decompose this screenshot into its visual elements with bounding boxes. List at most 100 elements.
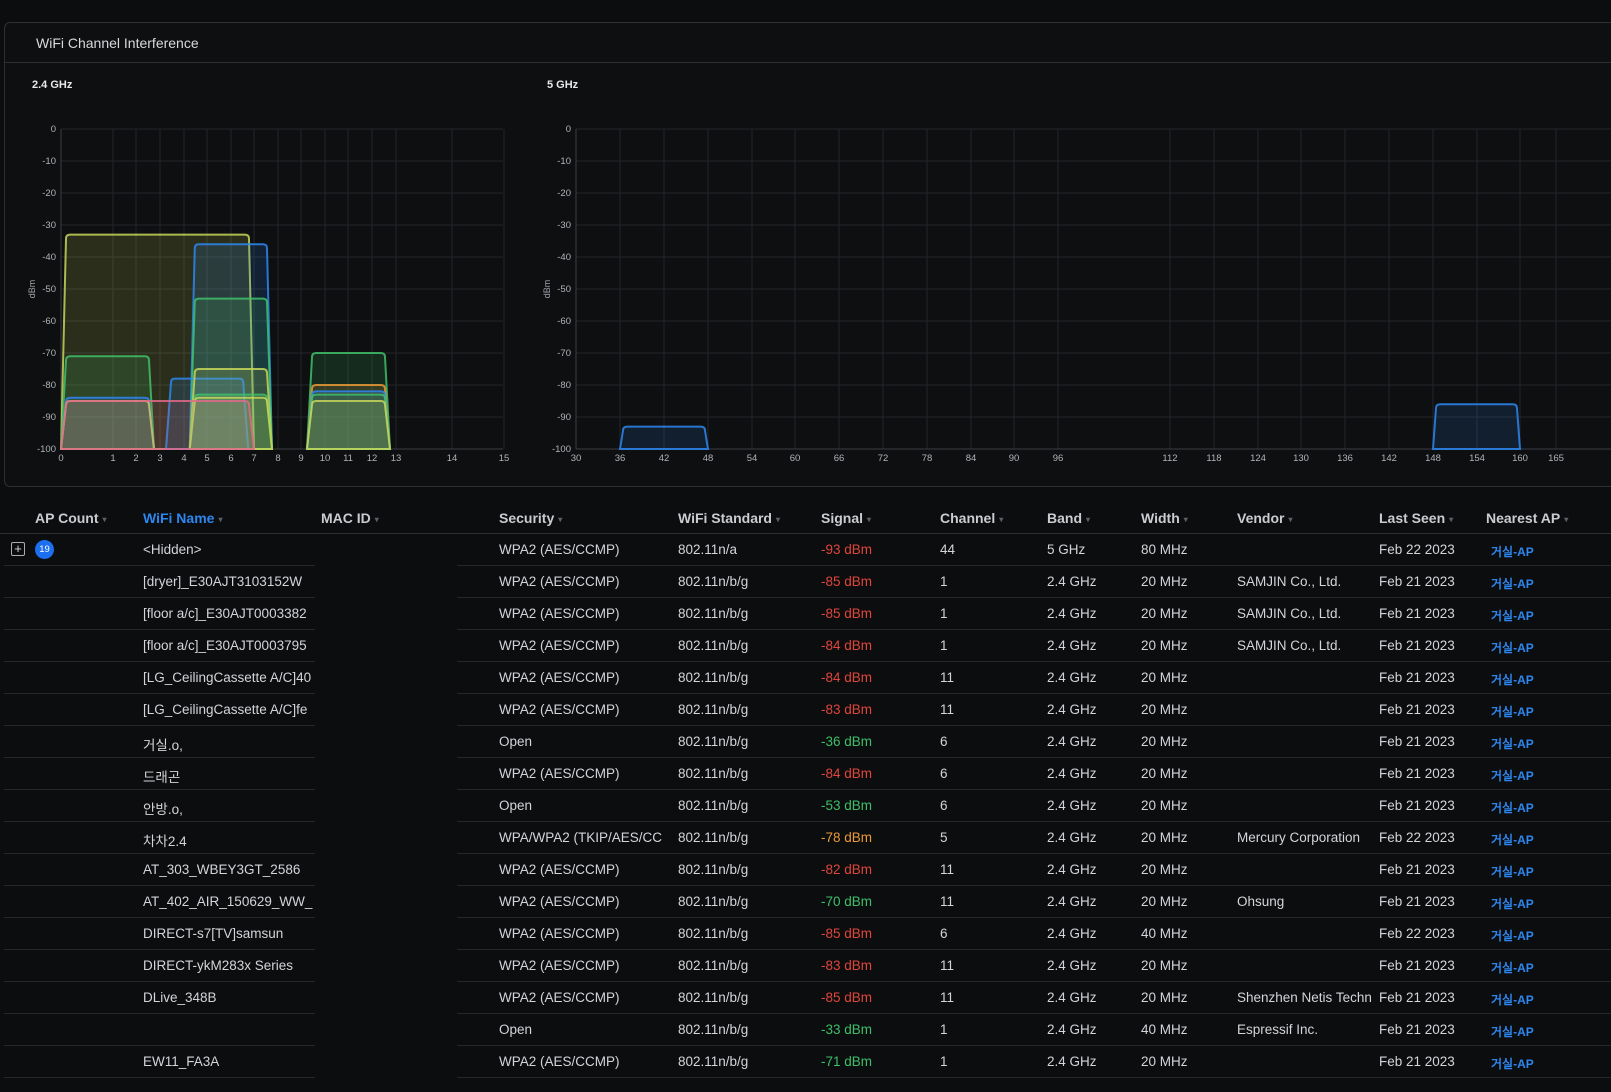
x-tick-label: 30 xyxy=(571,453,582,463)
row-divider xyxy=(457,981,1611,982)
table-row[interactable]: AT_303_WBEY3GT_2586 WPA2 (AES/CCMP) 802.11… xyxy=(0,854,1611,886)
wifi-standard-cell: 802.11n/b/g xyxy=(678,1022,749,1037)
row-divider xyxy=(4,949,315,950)
row-divider xyxy=(457,725,1611,726)
table-row[interactable]: [LG_CeilingCassette A/C]40 WPA2 (AES/CCMP… xyxy=(0,662,1611,694)
channel-cell: 11 xyxy=(940,990,955,1005)
security-cell: WPA2 (AES/CCMP) xyxy=(499,1054,620,1069)
table-row[interactable]: 차차2.4 WPA/WPA2 (TKIP/AES/CC 802.11n/b/g -78… xyxy=(0,822,1611,854)
wifi-standard-cell: 802.11n/a xyxy=(678,542,738,557)
x-tick-label: 3 xyxy=(157,453,162,463)
row-divider xyxy=(457,789,1611,790)
column-header-label: WiFi Standard xyxy=(678,510,772,526)
channel-cell: 6 xyxy=(940,798,948,813)
column-header-channel[interactable]: Channel ▾ xyxy=(940,510,1003,526)
nearest-ap-link[interactable]: 거실-AP xyxy=(1491,577,1534,591)
table-row[interactable]: [floor a/c]_E30AJT0003382 WPA2 (AES/CCMP)… xyxy=(0,598,1611,630)
security-cell: WPA2 (AES/CCMP) xyxy=(499,958,620,973)
wifi-standard-cell: 802.11n/b/g xyxy=(678,574,749,589)
table-row[interactable]: Open 802.11n/b/g -33 dBm 1 2.4 GHz 40 MHz Espr… xyxy=(0,1014,1611,1046)
last-seen-cell: Feb 21 2023 xyxy=(1379,734,1455,749)
table-row[interactable]: DIRECT-s7[TV]samsun WPA2 (AES/CCMP) 802.11… xyxy=(0,918,1611,950)
x-tick-label: 60 xyxy=(790,453,801,463)
table-row[interactable]: AT_402_AIR_150629_WW_ WPA2 (AES/CCMP) 802.… xyxy=(0,886,1611,918)
table-row[interactable]: +19 <Hidden> WPA2 (AES/CCMP) 802.11n/a -93 d… xyxy=(0,534,1611,566)
nearest-ap-link[interactable]: 거실-AP xyxy=(1491,865,1534,879)
nearest-ap-link[interactable]: 거실-AP xyxy=(1491,833,1534,847)
wifi-name-cell: DIRECT-ykM283x Series xyxy=(143,958,294,973)
table-row[interactable]: DLive_348B WPA2 (AES/CCMP) 802.11n/b/g -85 … xyxy=(0,982,1611,1014)
table-row[interactable]: 드래곤 WPA2 (AES/CCMP) 802.11n/b/g -84 dBm 6 2.4… xyxy=(0,758,1611,790)
column-header-signal[interactable]: Signal ▾ xyxy=(821,510,871,526)
security-cell: WPA2 (AES/CCMP) xyxy=(499,638,620,653)
x-tick-label: 9 xyxy=(298,453,303,463)
table-row[interactable]: DIRECT-ykM283x Series WPA2 (AES/CCMP) 802.… xyxy=(0,950,1611,982)
last-seen-cell: Feb 21 2023 xyxy=(1379,670,1455,685)
signal-cell: -84 dBm xyxy=(821,670,873,685)
nearest-ap-link[interactable]: 거실-AP xyxy=(1491,1057,1534,1071)
signal-curve xyxy=(164,377,250,450)
sort-caret-icon: ▾ xyxy=(218,514,223,524)
channel-cell: 44 xyxy=(940,542,956,557)
signal-cell: -33 dBm xyxy=(821,1022,873,1037)
column-header-security[interactable]: Security ▾ xyxy=(499,510,562,526)
nearest-ap-link[interactable]: 거실-AP xyxy=(1491,1025,1534,1039)
column-header-ap-count[interactable]: AP Count ▾ xyxy=(35,510,107,526)
table-row[interactable]: [LG_CeilingCassette A/C]fe WPA2 (AES/CCMP… xyxy=(0,694,1611,726)
column-header-band[interactable]: Band ▾ xyxy=(1047,510,1090,526)
table-row[interactable]: 안방.o, Open 802.11n/b/g -53 dBm 6 2.4 GHz 20 MH… xyxy=(0,790,1611,822)
nearest-ap-link[interactable]: 거실-AP xyxy=(1491,609,1534,623)
nearest-ap-link[interactable]: 거실-AP xyxy=(1491,737,1534,751)
sort-caret-icon: ▾ xyxy=(1086,514,1091,524)
table-row[interactable]: [floor a/c]_E30AJT0003795 WPA2 (AES/CCMP)… xyxy=(0,630,1611,662)
column-header-mac-id[interactable]: MAC ID ▾ xyxy=(321,510,379,526)
last-seen-cell: Feb 22 2023 xyxy=(1379,542,1455,557)
x-tick-label: 160 xyxy=(1512,453,1528,463)
row-divider xyxy=(457,821,1611,822)
signal-cell: -53 dBm xyxy=(821,798,873,813)
table-row[interactable]: 거실.o, Open 802.11n/b/g -36 dBm 6 2.4 GHz 20 MH… xyxy=(0,726,1611,758)
table-row[interactable]: EW11_FA3A WPA2 (AES/CCMP) 802.11n/b/g -71 d… xyxy=(0,1046,1611,1078)
band-cell: 2.4 GHz xyxy=(1047,830,1097,845)
nearest-ap-link[interactable]: 거실-AP xyxy=(1491,961,1534,975)
x-tick-label: 54 xyxy=(747,453,758,463)
row-divider xyxy=(457,661,1611,662)
column-header-width[interactable]: Width ▾ xyxy=(1141,510,1188,526)
sort-caret-icon: ▾ xyxy=(999,514,1004,524)
wifi-name-cell: 드래곤 xyxy=(143,770,181,785)
width-cell: 20 MHz xyxy=(1141,766,1188,781)
channel-cell: 11 xyxy=(940,702,955,717)
nearest-ap-link[interactable]: 거실-AP xyxy=(1491,673,1534,687)
x-tick-label: 154 xyxy=(1469,453,1485,463)
nearest-ap-link[interactable]: 거실-AP xyxy=(1491,993,1534,1007)
column-header-vendor[interactable]: Vendor ▾ xyxy=(1237,510,1292,526)
column-header-wifi-standard[interactable]: WiFi Standard ▾ xyxy=(678,510,780,526)
y-tick-label: 0 xyxy=(566,124,571,135)
nearest-ap-link[interactable]: 거실-AP xyxy=(1491,897,1534,911)
nearest-ap-link[interactable]: 거실-AP xyxy=(1491,545,1534,559)
last-seen-cell: Feb 21 2023 xyxy=(1379,1022,1455,1037)
row-divider xyxy=(457,629,1611,630)
row-divider xyxy=(457,917,1611,918)
nearest-ap-link[interactable]: 거실-AP xyxy=(1491,801,1534,815)
column-header-wifi-name[interactable]: WiFi Name ▾ xyxy=(143,510,222,526)
column-header-last-seen[interactable]: Last Seen ▾ xyxy=(1379,510,1453,526)
width-cell: 20 MHz xyxy=(1141,1054,1188,1069)
wifi-standard-cell: 802.11n/b/g xyxy=(678,734,749,749)
column-header-label: WiFi Name xyxy=(143,510,215,526)
y-tick-label: -50 xyxy=(42,284,56,295)
nearest-ap-link[interactable]: 거실-AP xyxy=(1491,641,1534,655)
nearest-ap-link[interactable]: 거실-AP xyxy=(1491,769,1534,783)
x-tick-label: 124 xyxy=(1250,453,1266,463)
width-cell: 20 MHz xyxy=(1141,734,1188,749)
table-row[interactable]: [dryer]_E30AJT3103152W WPA2 (AES/CCMP) 802… xyxy=(0,566,1611,598)
row-divider xyxy=(457,693,1611,694)
wifi-name-cell: EW11_FA3A xyxy=(143,1054,220,1069)
channel-cell: 6 xyxy=(940,734,948,749)
nearest-ap-link[interactable]: 거실-AP xyxy=(1491,929,1534,943)
column-header-label: Channel xyxy=(940,510,996,526)
expand-icon[interactable]: + xyxy=(11,542,25,556)
column-header-nearest-ap[interactable]: Nearest AP ▾ xyxy=(1486,510,1568,526)
nearest-ap-link[interactable]: 거실-AP xyxy=(1491,705,1534,719)
security-cell: WPA2 (AES/CCMP) xyxy=(499,894,620,909)
